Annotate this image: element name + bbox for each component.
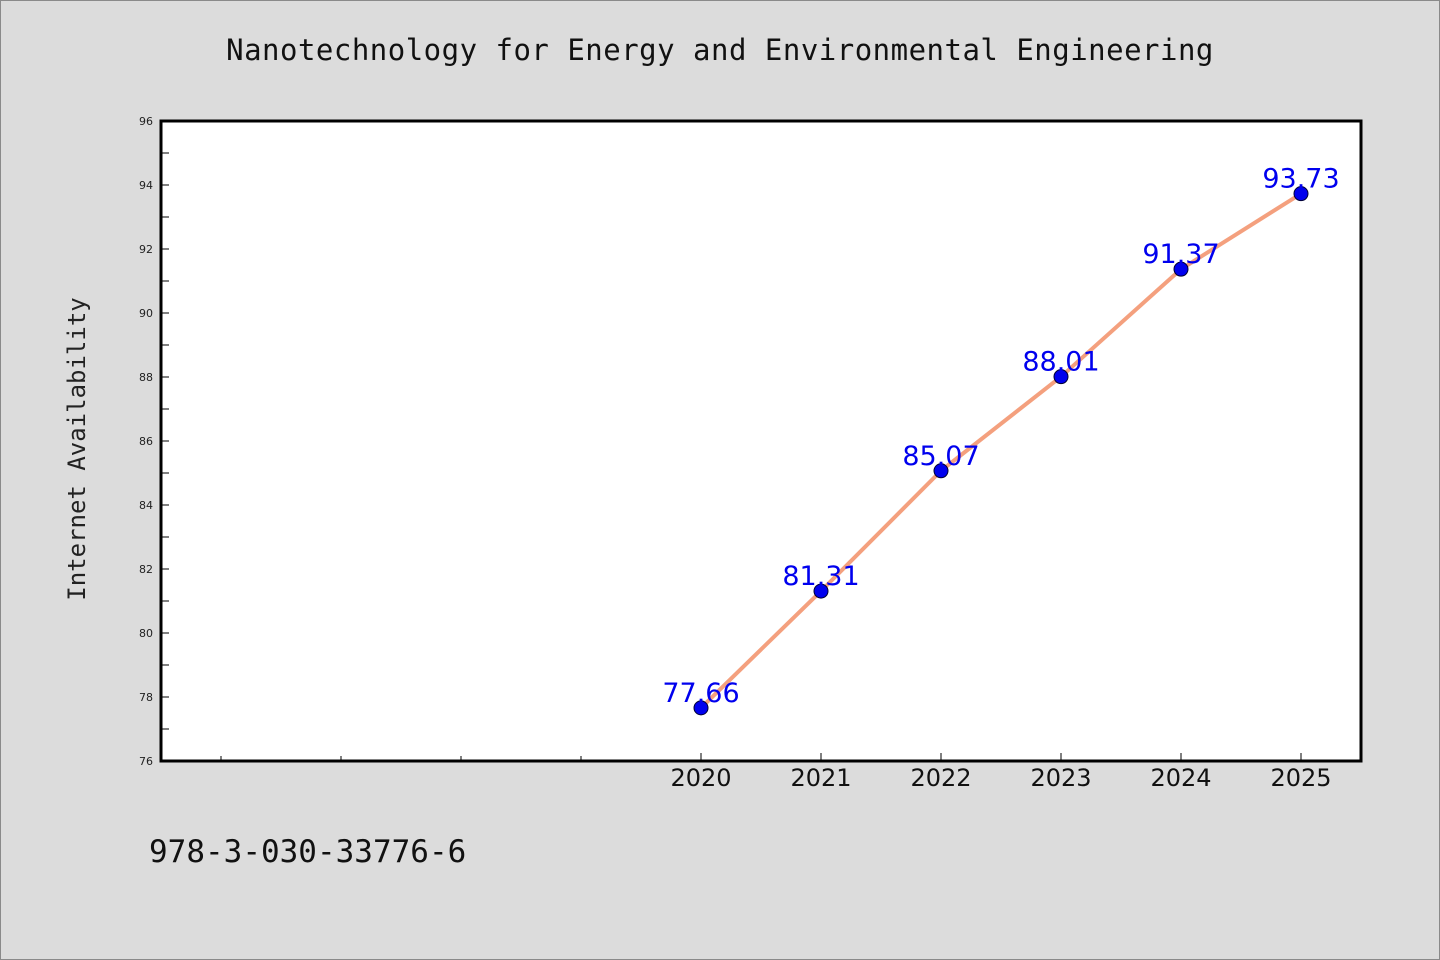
- x-tick-label: 2022: [910, 764, 971, 792]
- plot-area: [159, 119, 1363, 763]
- x-tick-label: 2020: [670, 764, 731, 792]
- data-point: [813, 583, 829, 599]
- chart-title: Nanotechnology for Energy and Environmen…: [226, 33, 1214, 67]
- y-tick-label: 78: [139, 691, 153, 704]
- data-point: [1293, 186, 1309, 202]
- data-point: [933, 463, 949, 479]
- x-tick-label: 2025: [1270, 764, 1331, 792]
- y-tick-label: 88: [139, 371, 153, 384]
- y-tick-label: 80: [139, 627, 153, 640]
- y-tick-label: 84: [139, 499, 153, 512]
- y-tick-label: 94: [139, 179, 153, 192]
- x-axis: 2020 2021 2022 2023 2024 2025: [220, 753, 1332, 792]
- data-label: 77.66: [662, 678, 739, 709]
- data-point: [1173, 261, 1189, 277]
- y-tick-label: 86: [139, 435, 153, 448]
- y-tick-label: 82: [139, 563, 153, 576]
- x-tick-label: 2021: [790, 764, 851, 792]
- y-axis: 76 78 80 82 84 86 88 90 92 94 96: [139, 115, 169, 768]
- y-tick-label: 90: [139, 307, 153, 320]
- data-label: 85.07: [902, 441, 979, 472]
- data-series: 77.66 81.31 85.07 88.01 91.37 93.73: [662, 164, 1340, 716]
- y-tick-label: 96: [139, 115, 153, 128]
- y-tick-label: 92: [139, 243, 153, 256]
- y-tick-label: 76: [139, 755, 153, 768]
- x-tick-label: 2023: [1030, 764, 1091, 792]
- x-tick-label: 2024: [1150, 764, 1211, 792]
- data-label: 88.01: [1022, 347, 1099, 378]
- data-label: 81.31: [782, 561, 859, 592]
- data-label: 93.73: [1262, 164, 1339, 195]
- footer-isbn: 978-3-030-33776-6: [149, 834, 467, 870]
- series-line: [699, 191, 1303, 710]
- data-label: 91.37: [1142, 239, 1219, 270]
- data-point: [693, 700, 709, 716]
- data-point: [1053, 369, 1069, 385]
